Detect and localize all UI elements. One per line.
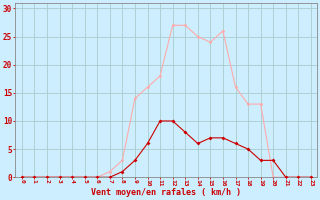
- X-axis label: Vent moyen/en rafales ( km/h ): Vent moyen/en rafales ( km/h ): [92, 188, 241, 197]
